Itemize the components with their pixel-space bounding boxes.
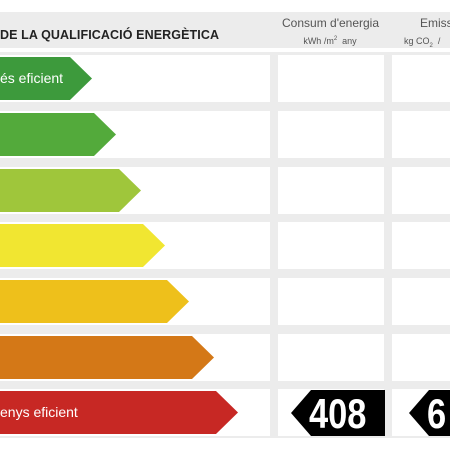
bar-cell <box>0 278 270 325</box>
rating-title: DE LA QUALIFICACIÓ ENERGÈTICA <box>0 28 220 42</box>
emissions-value: 6 <box>427 390 447 437</box>
arrow-polygon <box>0 57 92 100</box>
emissions-column-label: Emissi <box>420 16 450 30</box>
arrow-polygon <box>0 391 238 434</box>
energy-value: 408 <box>309 390 367 437</box>
bar-cell: és eficient <box>0 55 270 102</box>
emissions-cell: 6 <box>392 389 450 437</box>
tag-shape <box>291 390 385 436</box>
rating-row <box>0 222 450 269</box>
energy-cell <box>278 278 384 325</box>
energy-column-header: Consum d'energia kWh /m2 any <box>282 16 380 46</box>
rating-arrow <box>0 280 189 323</box>
emissions-cell <box>392 111 450 158</box>
tag-shape <box>409 390 450 436</box>
energy-column-unit: kWh /m2 any <box>303 36 357 46</box>
energy-value-tag: 408 <box>291 390 385 437</box>
rating-arrow <box>0 169 141 212</box>
energy-cell: 408 <box>278 389 385 437</box>
emissions-cell <box>392 167 450 214</box>
energy-cell <box>278 222 384 269</box>
arrow-shape <box>0 391 238 434</box>
bar-cell <box>0 222 270 269</box>
emissions-cell <box>392 222 450 269</box>
rating-arrow <box>0 113 116 156</box>
emissions-column-header: Emissi kg CO2 / <box>404 16 450 49</box>
arrow-shape <box>0 280 189 323</box>
energy-cell <box>278 55 384 102</box>
arrow-polygon <box>0 224 165 267</box>
rating-arrow: enys eficient <box>0 391 238 434</box>
rating-row <box>0 167 450 214</box>
rating-arrow <box>0 336 214 379</box>
emissions-cell <box>392 55 450 102</box>
rating-label: és eficient <box>0 70 64 86</box>
arrow-polygon <box>0 169 141 212</box>
emissions-column-unit: kg CO2 / <box>404 36 441 49</box>
arrow-shape <box>0 169 141 212</box>
bar-cell <box>0 167 270 214</box>
bar-cell <box>0 111 270 158</box>
arrow-shape <box>0 57 92 100</box>
arrow-polygon <box>0 280 189 323</box>
rating-row <box>0 111 450 158</box>
header-bar <box>0 12 450 48</box>
rating-row: enys eficient 408 6 <box>0 389 450 437</box>
emissions-cell <box>392 278 450 325</box>
arrow-shape <box>0 336 214 379</box>
emissions-cell <box>392 334 450 381</box>
rating-row <box>0 334 450 381</box>
rating-label: enys eficient <box>0 404 78 420</box>
energy-column-label: Consum d'energia <box>282 16 380 30</box>
rating-row: és eficient <box>0 55 450 102</box>
arrow-polygon <box>0 336 214 379</box>
rating-arrow: és eficient <box>0 57 92 100</box>
rating-arrow <box>0 224 165 267</box>
arrow-shape <box>0 224 165 267</box>
emissions-value-tag: 6 <box>409 390 450 437</box>
arrow-shape <box>0 113 116 156</box>
rating-row <box>0 278 450 325</box>
bar-cell <box>0 334 270 381</box>
energy-cell <box>278 167 384 214</box>
energy-cell <box>278 111 384 158</box>
arrow-polygon <box>0 113 116 156</box>
bar-cell: enys eficient <box>0 389 270 436</box>
energy-cell <box>278 334 384 381</box>
